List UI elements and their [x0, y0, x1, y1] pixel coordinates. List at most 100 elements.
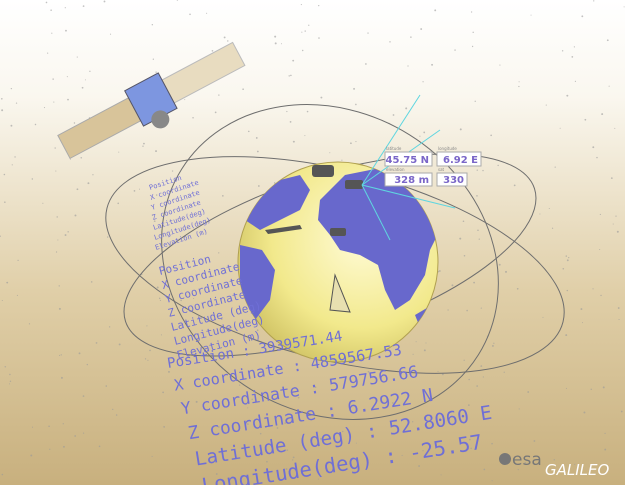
speckle: [76, 188, 79, 191]
speckle: [63, 445, 65, 448]
signal: [361, 94, 421, 186]
speckle: [618, 318, 620, 321]
speckle: [581, 322, 583, 324]
speckle: [459, 237, 462, 240]
speckle: [290, 74, 292, 77]
speckle: [287, 419, 289, 421]
speckle: [105, 385, 108, 387]
speckle: [15, 102, 18, 104]
signal: [361, 184, 456, 209]
readout-box: [384, 151, 433, 167]
speckle: [438, 270, 441, 272]
speckle: [516, 287, 519, 290]
africa-europe: [318, 168, 438, 310]
speckle: [155, 194, 158, 196]
speckle: [581, 15, 584, 18]
speckle: [434, 9, 437, 12]
speckle: [160, 334, 162, 336]
speckle: [284, 422, 286, 424]
speckle: [215, 473, 218, 475]
speckle: [223, 36, 226, 39]
speckle: [10, 87, 13, 90]
speckle: [518, 81, 520, 83]
speckle: [151, 214, 154, 216]
speckle: [466, 309, 468, 312]
speckle: [341, 159, 343, 161]
speckle: [251, 398, 253, 401]
speckle: [310, 438, 313, 441]
speckle: [255, 137, 258, 139]
speckle: [405, 107, 408, 110]
sat: 330: [443, 175, 464, 186]
speckle: [412, 421, 414, 423]
logo-agency: esa: [512, 450, 542, 470]
speckle: [425, 342, 427, 344]
speckle: [566, 94, 569, 97]
speckle: [103, 0, 106, 3]
speckle: [247, 407, 249, 409]
speckle: [67, 231, 69, 233]
speckle: [176, 0, 179, 1]
speckle: [189, 13, 191, 16]
speckle: [320, 96, 323, 99]
speckle: [4, 201, 6, 203]
speckle: [401, 454, 403, 457]
speckle: [355, 140, 357, 143]
speckle: [138, 188, 141, 190]
elevation-label: elevation: [386, 167, 405, 172]
speckle: [64, 7, 66, 9]
speckle: [159, 299, 161, 302]
speckle: [54, 147, 56, 149]
speckle: [86, 363, 88, 366]
speckle: [599, 248, 601, 251]
speckle: [256, 329, 259, 332]
speckle: [503, 371, 505, 373]
speckle: [568, 257, 570, 259]
speckle: [542, 316, 544, 318]
speckle: [53, 101, 55, 103]
speckle: [533, 440, 536, 442]
speckle: [31, 178, 34, 180]
speckle: [420, 28, 423, 30]
speckle: [10, 124, 13, 127]
speckle: [211, 49, 214, 52]
speckle: [482, 376, 484, 378]
speckle: [389, 41, 391, 43]
speckle: [300, 3, 302, 6]
speckle: [477, 229, 479, 232]
speckle: [447, 309, 449, 311]
speckle: [151, 455, 153, 457]
speckle: [474, 100, 476, 102]
speckle: [49, 448, 51, 450]
speckle: [527, 391, 530, 393]
globe: [237, 161, 439, 363]
speckle: [308, 24, 310, 26]
speckle: [329, 152, 331, 154]
speckle: [78, 352, 81, 355]
speckle: [392, 114, 395, 116]
speckle: [4, 366, 7, 368]
speckle: [82, 5, 85, 8]
speckle: [273, 182, 276, 184]
speckle: [412, 353, 414, 355]
speckle: [422, 450, 424, 452]
speckle: [454, 49, 456, 51]
speckle: [274, 42, 277, 45]
speckle: [355, 103, 357, 106]
readout-box: [384, 172, 433, 187]
speckle: [247, 130, 250, 133]
speckle: [499, 64, 501, 66]
speckle: [418, 465, 421, 467]
south-america: [240, 245, 275, 320]
speckle: [604, 432, 606, 434]
speckle: [491, 344, 494, 347]
speckle: [89, 70, 91, 73]
speckle: [56, 216, 58, 218]
speckle: [524, 461, 526, 464]
speckle: [476, 385, 478, 387]
speckle: [431, 63, 434, 66]
speckle: [60, 354, 62, 356]
speckle: [146, 325, 148, 327]
speckle: [530, 14, 532, 16]
